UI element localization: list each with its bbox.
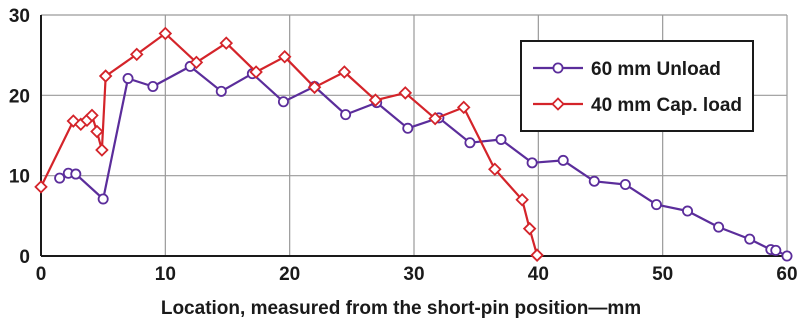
data-point xyxy=(249,65,263,79)
x-axis-title: Location, measured from the short-pin po… xyxy=(161,298,641,319)
x-tick-label: 0 xyxy=(36,264,47,285)
diamond-marker-icon xyxy=(551,97,565,111)
data-point xyxy=(682,205,694,217)
data-point xyxy=(368,93,383,107)
data-point xyxy=(588,175,600,187)
data-point xyxy=(90,124,104,139)
data-point xyxy=(129,47,144,62)
data-point xyxy=(122,72,134,84)
data-point xyxy=(515,192,529,207)
data-point xyxy=(215,85,227,97)
data-point xyxy=(337,65,352,79)
data-point xyxy=(54,172,66,184)
data-point xyxy=(456,100,471,115)
data-point xyxy=(713,221,725,233)
data-point xyxy=(464,137,476,149)
axes xyxy=(40,15,787,257)
x-tick-label: 10 xyxy=(155,264,176,285)
data-point xyxy=(650,199,662,211)
legend-box xyxy=(520,40,754,132)
y-tick-label: 10 xyxy=(9,167,30,188)
data-point xyxy=(97,193,109,205)
data-point xyxy=(34,180,48,194)
data-point xyxy=(402,122,414,134)
data-point xyxy=(219,36,234,50)
data-point xyxy=(277,96,289,108)
legend-label: 60 mm Unload xyxy=(591,59,721,80)
y-tick-label: 20 xyxy=(9,86,30,107)
data-point xyxy=(158,26,173,41)
y-tick-label: 0 xyxy=(19,247,30,268)
data-point xyxy=(522,221,537,236)
data-point xyxy=(277,50,292,64)
y-tick-label: 30 xyxy=(9,6,30,27)
data-point xyxy=(781,250,793,262)
legend-item: 60 mm Unload xyxy=(533,59,721,80)
series-lines xyxy=(34,26,793,262)
data-point xyxy=(398,86,413,100)
data-point xyxy=(340,109,352,121)
data-point xyxy=(619,179,631,191)
data-point xyxy=(85,108,99,123)
data-point xyxy=(495,134,507,146)
x-tick-label: 30 xyxy=(403,264,424,285)
legend: 60 mm Unload 40 mm Cap. load xyxy=(520,40,754,132)
data-point xyxy=(530,248,544,262)
legend-item: 40 mm Cap. load xyxy=(533,95,742,116)
data-point xyxy=(428,111,442,126)
data-point xyxy=(98,69,113,83)
x-tick-label: 20 xyxy=(279,264,300,285)
x-tick-label: 50 xyxy=(652,264,673,285)
legend-label: 40 mm Cap. load xyxy=(591,95,742,116)
circle-marker-icon xyxy=(552,62,564,74)
x-tick-label: 60 xyxy=(776,264,797,285)
data-point xyxy=(770,244,782,256)
tick-labels: 0 10 20 30 40 50 60 0 10 20 30 xyxy=(9,6,797,285)
x-tick-label: 40 xyxy=(528,264,549,285)
series-line xyxy=(59,65,788,257)
data-point xyxy=(70,168,82,180)
series-2 xyxy=(34,26,544,262)
data-point xyxy=(95,143,109,157)
data-point xyxy=(744,233,756,245)
data-point xyxy=(147,80,159,92)
data-point xyxy=(189,55,204,70)
data-point xyxy=(557,154,569,166)
data-point xyxy=(488,162,502,177)
data-point xyxy=(307,80,322,95)
data-point xyxy=(526,157,538,169)
